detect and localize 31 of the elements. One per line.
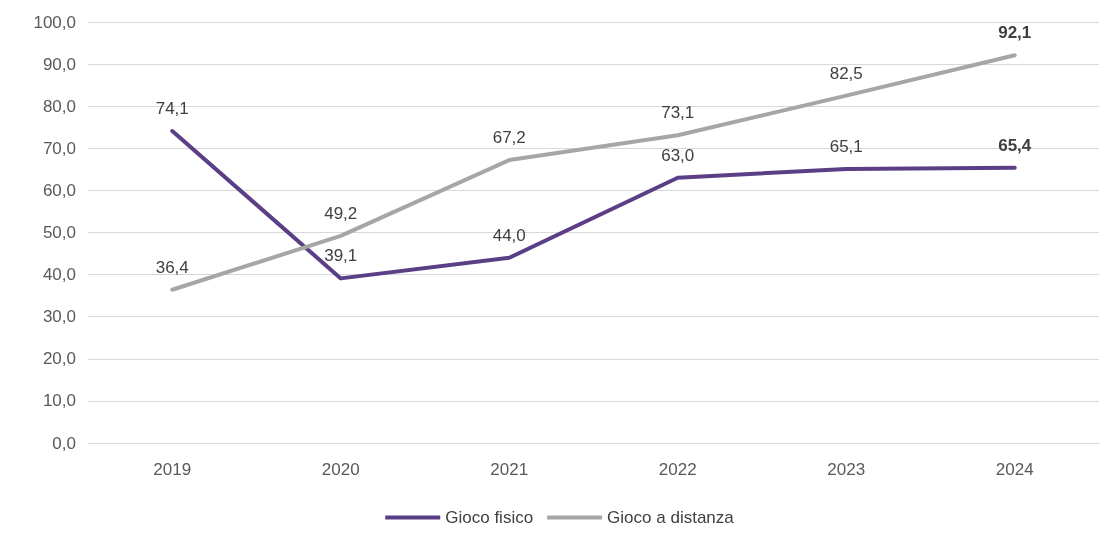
x-tick-label: 2024	[995, 460, 1034, 479]
y-tick-label: 0,0	[52, 433, 76, 453]
data-label: 74,1	[155, 99, 189, 119]
data-label: 39,1	[324, 246, 358, 266]
data-label: 73,1	[661, 103, 695, 123]
x-tick-label: 2020	[321, 460, 360, 479]
x-tick-label: 2023	[827, 460, 866, 479]
x-tick-label: 2022	[658, 460, 697, 479]
data-label: 65,1	[829, 136, 863, 156]
y-tick-label: 100,0	[33, 12, 76, 32]
y-tick-label: 20,0	[42, 349, 76, 369]
data-label: 92,1	[998, 23, 1032, 43]
y-tick-label: 70,0	[42, 138, 76, 158]
legend-label: Gioco fisico	[445, 508, 534, 527]
y-tick-label: 90,0	[42, 54, 76, 74]
data-label: 82,5	[829, 63, 863, 83]
data-label: 67,2	[492, 128, 526, 148]
y-tick-label: 40,0	[42, 265, 76, 285]
y-tick-label: 80,0	[42, 96, 76, 116]
legend-label: Gioco a distanza	[607, 508, 735, 527]
x-tick-label: 2019	[153, 460, 192, 479]
y-tick-label: 30,0	[42, 307, 76, 327]
data-label: 44,0	[492, 225, 526, 245]
x-tick-label: 2021	[490, 460, 529, 479]
data-label: 36,4	[155, 257, 189, 277]
y-tick-label: 60,0	[42, 180, 76, 200]
data-label: 63,0	[661, 145, 695, 165]
y-tick-label: 10,0	[42, 391, 76, 411]
y-tick-label: 50,0	[42, 223, 76, 242]
data-label: 65,4	[998, 135, 1032, 155]
data-label: 49,2	[324, 203, 358, 223]
